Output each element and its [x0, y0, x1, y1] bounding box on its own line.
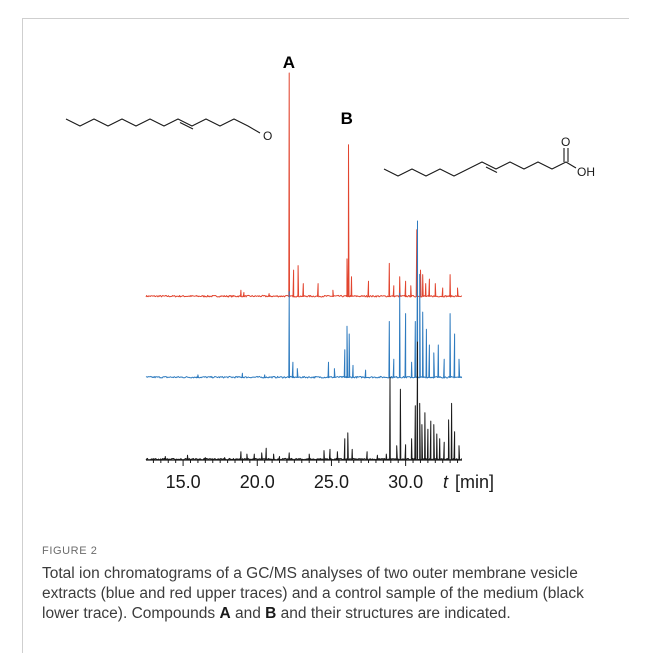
peak-label-b: B	[341, 109, 353, 128]
structure-b-acid	[383, 148, 577, 177]
x-tick-label: 25.0	[314, 472, 349, 492]
series-trace-3	[145, 341, 463, 461]
structure-b-carbonyl-oxygen: O	[561, 135, 570, 149]
x-tick-label: 15.0	[166, 472, 201, 492]
structure-a-aldehyde	[65, 118, 261, 134]
chromatogram-chart: 15.0 20.0 25.0 30.0 t [min] A B O O OH	[65, 53, 595, 492]
caption-text-1: Total ion chromatograms of a GC/MS analy…	[42, 565, 584, 622]
structure-a-oxygen: O	[263, 129, 272, 143]
series-trace-1	[145, 72, 463, 298]
peak-label-a: A	[283, 53, 295, 72]
series-trace-2	[145, 220, 463, 379]
series-layer	[145, 72, 463, 461]
x-tick-label: 20.0	[240, 472, 275, 492]
x-axis-label-unit: [min]	[455, 472, 494, 492]
structure-b-hydroxyl: OH	[577, 165, 595, 179]
x-tick-layer: 15.0 20.0 25.0 30.0	[152, 460, 459, 492]
figure-label: FIGURE 2	[42, 545, 98, 557]
x-tick-label: 30.0	[388, 472, 423, 492]
figure-caption: Total ion chromatograms of a GC/MS analy…	[42, 564, 602, 624]
x-axis-label-italic: t	[443, 472, 449, 492]
caption-compound-b: B	[265, 605, 277, 622]
caption-text-3: and their structures are indicated.	[276, 605, 511, 622]
caption-text-2: and	[230, 605, 266, 622]
caption-compound-a: A	[219, 605, 231, 622]
figure-frame	[22, 18, 629, 653]
